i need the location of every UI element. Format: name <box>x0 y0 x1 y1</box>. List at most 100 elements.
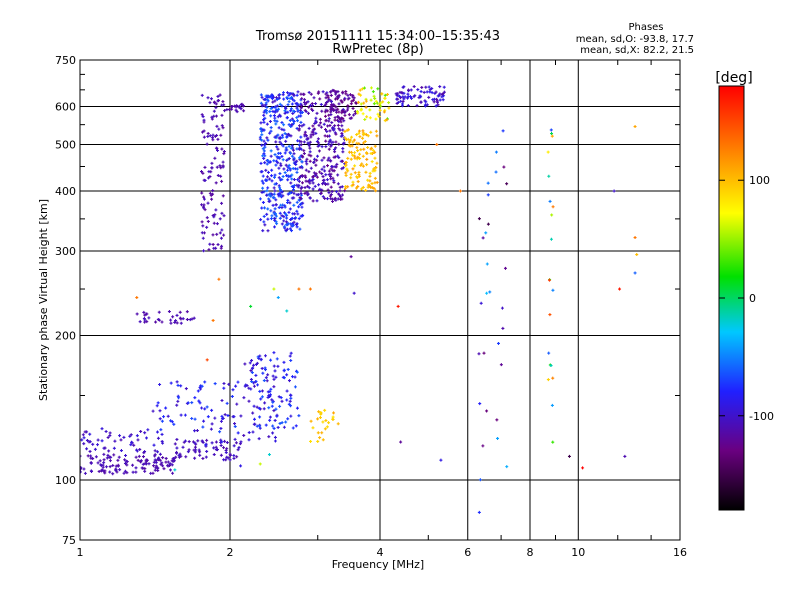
data-point <box>284 228 288 232</box>
data-point <box>581 466 585 470</box>
data-point <box>291 167 295 171</box>
data-point <box>197 448 201 452</box>
data-point <box>234 441 238 445</box>
data-point <box>267 406 271 410</box>
data-point <box>273 207 277 211</box>
data-point <box>368 179 372 183</box>
data-point <box>195 429 199 433</box>
data-point <box>442 85 446 89</box>
data-point <box>349 176 353 180</box>
data-point <box>231 388 235 392</box>
data-point <box>113 439 117 443</box>
data-point <box>303 134 307 138</box>
data-point <box>145 436 149 440</box>
data-point <box>363 132 367 136</box>
data-point <box>358 135 362 139</box>
data-point <box>341 128 345 132</box>
data-point <box>340 197 344 201</box>
data-point <box>258 462 262 466</box>
data-point <box>353 151 357 155</box>
data-point <box>274 163 278 167</box>
data-point <box>289 95 293 99</box>
data-point <box>145 320 149 324</box>
data-point <box>179 384 183 388</box>
data-point <box>208 175 212 179</box>
data-point <box>292 119 296 123</box>
data-point <box>221 164 225 168</box>
data-point <box>221 160 225 164</box>
data-point <box>292 203 296 207</box>
data-point <box>108 459 112 463</box>
data-point <box>280 121 284 125</box>
data-point <box>202 195 206 199</box>
data-point <box>284 148 288 152</box>
data-point <box>325 129 329 133</box>
data-point <box>345 167 349 171</box>
data-point <box>550 213 554 217</box>
data-point <box>295 102 299 106</box>
data-point <box>327 169 331 173</box>
data-point <box>201 205 205 209</box>
data-point <box>205 216 209 220</box>
data-point <box>329 167 333 171</box>
data-point <box>109 455 113 459</box>
data-point <box>158 452 162 456</box>
data-point <box>270 97 274 101</box>
y-axis-label: Stationary phase Virtual Height [km] <box>37 199 50 401</box>
data-point <box>550 132 554 136</box>
data-point <box>89 469 93 473</box>
data-point <box>205 225 209 229</box>
data-point <box>255 424 259 428</box>
data-point <box>304 159 308 163</box>
data-point <box>355 157 359 161</box>
data-point <box>364 188 368 192</box>
data-point <box>269 174 273 178</box>
data-point <box>122 471 126 475</box>
data-point <box>258 415 262 419</box>
data-point <box>274 159 278 163</box>
data-point <box>285 135 289 139</box>
data-point <box>261 200 265 204</box>
data-point <box>383 96 387 100</box>
data-point <box>359 148 363 152</box>
data-point <box>347 140 351 144</box>
data-point <box>281 135 285 139</box>
data-point <box>332 128 336 132</box>
data-point <box>242 433 246 437</box>
data-point <box>274 140 278 144</box>
data-point <box>291 122 295 126</box>
data-point <box>311 199 315 203</box>
data-point <box>177 396 181 400</box>
data-point <box>313 184 317 188</box>
data-point <box>324 183 328 187</box>
data-point <box>161 441 165 445</box>
data-point <box>193 441 197 445</box>
data-point <box>288 191 292 195</box>
data-point <box>250 358 254 362</box>
data-point <box>134 455 138 459</box>
data-point <box>326 134 330 138</box>
data-point <box>216 94 220 98</box>
data-point <box>285 398 289 402</box>
data-point <box>295 406 299 410</box>
data-point <box>267 435 271 439</box>
data-point <box>323 104 327 108</box>
data-point <box>364 105 368 109</box>
data-point <box>175 451 179 455</box>
data-point <box>171 459 175 463</box>
data-point <box>268 119 272 123</box>
data-point <box>550 134 554 138</box>
data-point <box>179 321 183 325</box>
data-point <box>318 117 322 121</box>
data-point <box>260 170 264 174</box>
data-point <box>278 156 282 160</box>
data-point <box>278 211 282 215</box>
data-point <box>275 357 279 361</box>
data-point <box>282 167 286 171</box>
data-point <box>293 385 297 389</box>
data-point <box>306 184 310 188</box>
data-point <box>348 144 352 148</box>
data-point <box>372 102 376 106</box>
data-point <box>273 217 277 221</box>
data-point <box>295 193 299 197</box>
